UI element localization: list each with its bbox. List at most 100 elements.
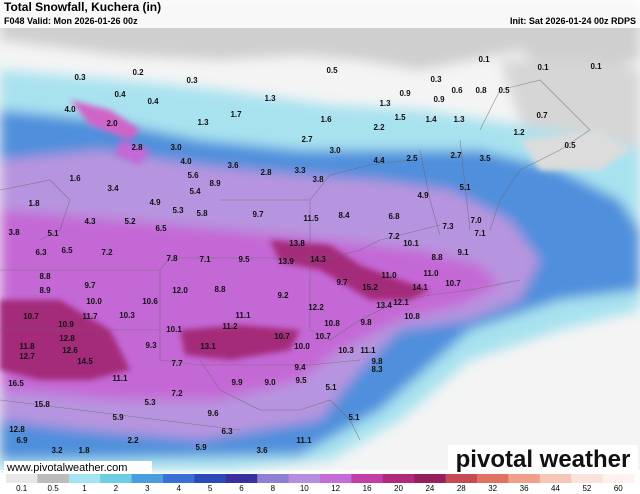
snowfall-label: 9.0: [264, 378, 276, 387]
header-bg: [0, 0, 640, 28]
footer-url: www.pivotalweather.com: [6, 462, 127, 474]
colorbar-swatch: [508, 474, 541, 483]
colorbar-tick-label: 28: [457, 484, 466, 493]
snowfall-label: 11.1: [112, 374, 128, 383]
snowfall-label: 1.3: [453, 115, 465, 124]
colorbar-tick-label: 0.1: [16, 484, 28, 493]
snowfall-label: 5.1: [348, 413, 360, 422]
snowfall-label: 0.4: [147, 97, 159, 106]
snowfall-label: 3.6: [227, 161, 239, 170]
snowfall-label: 5.3: [144, 398, 156, 407]
snowfall-label: 10.1: [166, 325, 182, 334]
snowfall-label: 3.4: [107, 184, 119, 193]
snowfall-label: 13.8: [289, 239, 305, 248]
snowfall-label: 4.0: [180, 157, 192, 166]
snowfall-label: 8.3: [371, 365, 383, 374]
snowfall-label: 5.1: [325, 383, 337, 392]
snowfall-label: 10.8: [404, 312, 420, 321]
snowfall-label: 2.7: [450, 151, 462, 160]
snowfall-label: 16.5: [8, 379, 24, 388]
snowfall-label: 5.8: [196, 209, 208, 218]
colorbar-swatch: [6, 474, 38, 483]
snowfall-label: 1.3: [197, 118, 209, 127]
snowfall-label: 10.9: [58, 320, 74, 329]
snowfall-label: 7.3: [442, 222, 454, 231]
snowfall-label: 1.2: [513, 128, 525, 137]
snowfall-label: 7.8: [166, 254, 178, 263]
snowfall-label: 10.7: [445, 279, 461, 288]
snowfall-label: 9.1: [457, 248, 469, 257]
snowfall-label: 3.0: [329, 146, 341, 155]
snowfall-label: 14.3: [310, 255, 326, 264]
snowfall-label: 12.0: [172, 286, 188, 295]
colorbar-tick-label: 8: [271, 484, 276, 493]
colorbar-tick-label: 12: [331, 484, 340, 493]
snowfall-label: 10.7: [23, 312, 39, 321]
snowfall-label: 1.8: [78, 446, 90, 455]
colorbar-tick-label: 32: [488, 484, 497, 493]
snowfall-label: 11.5: [303, 214, 319, 223]
snowfall-label: 2.7: [301, 135, 313, 144]
snowfall-label: 10.7: [315, 332, 331, 341]
colorbar-swatch: [445, 474, 478, 483]
colorbar-swatch: [194, 474, 227, 483]
snowfall-label: 3.8: [8, 228, 20, 237]
snowfall-label: 9.4: [294, 363, 306, 372]
snowfall-label: 4.9: [149, 198, 161, 207]
snowfall-label: 11.0: [423, 269, 439, 278]
colorbar-tick-label: 10: [300, 484, 309, 493]
snowfall-label: 3.2: [51, 446, 63, 455]
snowfall-label: 0.1: [590, 62, 602, 71]
snowfall-label: 11.0: [381, 271, 397, 280]
snowfall-label: 2.0: [106, 119, 118, 128]
colorbar-swatch: [100, 474, 133, 483]
snowfall-label: 0.4: [114, 90, 126, 99]
snowfall-label: 8.4: [338, 211, 350, 220]
colorbar-tick-label: 16: [363, 484, 372, 493]
snowfall-label: 9.9: [231, 378, 243, 387]
snowfall-label: 0.1: [478, 55, 490, 64]
snowfall-label: 7.0: [470, 216, 482, 225]
snowfall-label: 2.2: [127, 436, 139, 445]
snowfall-label: 2.2: [373, 123, 385, 132]
snowfall-label: 0.6: [451, 86, 463, 95]
snowfall-label: 1.8: [28, 199, 40, 208]
snowfall-label: 3.5: [479, 154, 491, 163]
snowfall-label: 9.5: [295, 376, 307, 385]
snowfall-label: 5.9: [195, 443, 207, 452]
snowfall-label: 0.3: [430, 75, 442, 84]
snowfall-label: 8.8: [214, 285, 226, 294]
snowfall-label: 9.7: [84, 281, 96, 290]
snowfall-label: 8.8: [431, 253, 443, 262]
snowfall-label: 1.4: [425, 115, 437, 124]
snowfall-label: 7.2: [171, 389, 183, 398]
snowfall-label: 7.7: [171, 359, 183, 368]
snowfall-label: 1.7: [230, 110, 242, 119]
snowfall-label: 15.2: [362, 283, 378, 292]
snowfall-label: 3.8: [312, 175, 324, 184]
snowfall-label: 10.1: [403, 239, 419, 248]
snowfall-label: 1.5: [394, 113, 406, 122]
snowfall-label: 4.0: [64, 105, 76, 114]
snowfall-label: 0.8: [475, 86, 487, 95]
snowfall-label: 12.8: [59, 334, 75, 343]
snowfall-label: 5.1: [459, 183, 471, 192]
snowfall-label: 0.9: [399, 89, 411, 98]
map-title: Total Snowfall, Kuchera (in): [4, 0, 161, 14]
snowfall-label: 7.1: [199, 255, 211, 264]
colorbar: 0.1 0.5 1 2 3 4 5 6 8 10 12 16 20 24 28 32 36 44 52 60: [0, 473, 640, 494]
snowfall-label: 1.6: [320, 115, 332, 124]
snowfall-label: 6.5: [155, 224, 167, 233]
valid-time: F048 Valid: Mon 2026-01-26 00z: [4, 16, 138, 26]
logo-bg: [448, 445, 638, 473]
logo: pivotal weather: [456, 446, 631, 473]
snowfall-label: 5.4: [189, 187, 201, 196]
snowfall-label: 7.2: [388, 232, 400, 241]
snowfall-label: 5.6: [187, 171, 199, 180]
snowfall-label: 10.3: [119, 311, 135, 320]
snowfall-label: 0.5: [564, 141, 576, 150]
snowfall-label: 2.8: [131, 143, 143, 152]
snowfall-label: 14.1: [412, 283, 428, 292]
snowfall-label: 9.7: [252, 210, 264, 219]
